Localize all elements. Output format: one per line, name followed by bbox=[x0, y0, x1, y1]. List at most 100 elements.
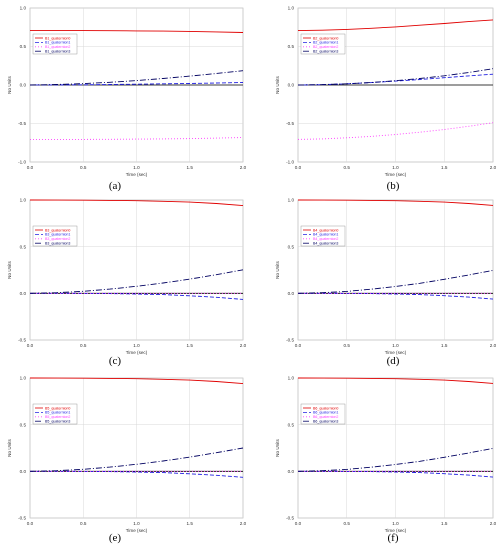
y-tick-label: -0.5 bbox=[286, 121, 294, 126]
legend-label: B3_quaternion2 bbox=[45, 237, 70, 241]
panel-label-d: (d) bbox=[386, 355, 400, 367]
y-axis-label: No Units bbox=[275, 75, 280, 93]
x-tick-label: 0.5 bbox=[80, 165, 87, 170]
legend-box bbox=[32, 403, 78, 425]
y-tick-label: 1.0 bbox=[20, 376, 27, 381]
legend-label: B3_quaternion1 bbox=[45, 233, 70, 237]
legend-label: B2_quaternion1 bbox=[313, 41, 338, 45]
y-tick-label: 0.5 bbox=[288, 44, 295, 49]
x-axis-label: Time (sec) bbox=[385, 528, 407, 533]
panel-label-f: (f) bbox=[387, 532, 399, 544]
series-line-B1_quaternion2 bbox=[30, 137, 244, 140]
panel-label-a: (a) bbox=[108, 180, 122, 192]
y-tick-label: 0.5 bbox=[20, 244, 27, 249]
y-axis-label: No Units bbox=[7, 260, 12, 278]
x-tick-label: 2.0 bbox=[490, 521, 497, 526]
y-tick-label: 0.0 bbox=[288, 469, 295, 474]
series-line-B2_quaternion0 bbox=[297, 19, 494, 32]
x-tick-label: 2.0 bbox=[240, 521, 247, 526]
x-tick-label: 1.5 bbox=[187, 521, 194, 526]
x-tick-label: 0.5 bbox=[344, 521, 351, 526]
x-tick-label: 1.5 bbox=[441, 343, 448, 348]
series-line-B1_quaternion3 bbox=[29, 70, 244, 86]
x-tick-label: 1.0 bbox=[392, 521, 399, 526]
legend-label: B4_quaternion3 bbox=[313, 242, 338, 246]
legend-label: B1_quaternion0 bbox=[45, 36, 70, 40]
y-tick-label: 0.0 bbox=[288, 291, 295, 296]
series-line-B1_quaternion0 bbox=[30, 30, 244, 33]
y-tick-label: -0.5 bbox=[286, 516, 294, 521]
y-tick-label: 1.0 bbox=[288, 376, 295, 381]
legend-box bbox=[32, 225, 78, 247]
y-tick-label: 0.5 bbox=[288, 244, 295, 249]
legend-label: B2_quaternion2 bbox=[313, 45, 338, 49]
legend-label: B5_quaternion3 bbox=[45, 420, 70, 424]
y-axis-label: No Units bbox=[275, 260, 280, 278]
x-tick-label: 1.0 bbox=[133, 343, 140, 348]
legend-box bbox=[32, 33, 78, 55]
legend-label: B1_quaternion3 bbox=[45, 50, 70, 54]
x-axis-label: Time (sec) bbox=[385, 172, 407, 177]
y-tick-label: -0.5 bbox=[18, 121, 26, 126]
legend-label: B5_quaternion1 bbox=[45, 411, 70, 415]
panel-2: 0.0 0.5 1.0 1.5 2.0 -1.0 -0.5 0.0 0.5 1.0 Time (se… bbox=[275, 6, 497, 177]
legend-label: B3_quaternion3 bbox=[45, 242, 70, 246]
y-tick-label: -1.0 bbox=[18, 160, 26, 165]
panel-label-c: (c) bbox=[108, 355, 122, 367]
y-tick-label: 0.5 bbox=[288, 422, 295, 427]
x-tick-label: 0.5 bbox=[80, 521, 87, 526]
y-tick-label: -0.5 bbox=[286, 338, 294, 343]
series-line-B3_quaternion1 bbox=[30, 292, 244, 300]
legend-label: B6_quaternion3 bbox=[313, 420, 338, 424]
legend-label: B1_quaternion1 bbox=[45, 41, 70, 45]
series-line-B4_quaternion1 bbox=[298, 292, 494, 300]
y-tick-label: -0.5 bbox=[18, 338, 26, 343]
legend-label: B4_quaternion1 bbox=[313, 233, 338, 237]
series-line-B4_quaternion0 bbox=[297, 199, 494, 206]
series-line-B5_quaternion1 bbox=[30, 470, 244, 478]
x-tick-label: 1.0 bbox=[133, 165, 140, 170]
y-tick-label: 1.0 bbox=[288, 198, 295, 203]
y-tick-label: 0.0 bbox=[20, 291, 27, 296]
x-tick-label: 0.0 bbox=[295, 343, 302, 348]
x-tick-label: 2.0 bbox=[240, 165, 247, 170]
x-axis-label: Time (sec) bbox=[385, 350, 407, 355]
series-line-B1_quaternion1 bbox=[29, 82, 244, 86]
legend-label: B6_quaternion1 bbox=[313, 411, 338, 415]
legend-label: B2_quaternion0 bbox=[313, 36, 338, 40]
panel-label-e: (e) bbox=[108, 532, 122, 544]
series-line-B5_quaternion3 bbox=[29, 447, 244, 472]
x-tick-label: 1.5 bbox=[187, 343, 194, 348]
legend-box bbox=[300, 225, 346, 247]
x-tick-label: 1.5 bbox=[441, 521, 448, 526]
legend-label: B6_quaternion0 bbox=[313, 406, 338, 410]
x-tick-label: 1.0 bbox=[133, 521, 140, 526]
x-tick-label: 0.0 bbox=[27, 343, 34, 348]
x-tick-label: 1.5 bbox=[441, 165, 448, 170]
y-axis-label: No Units bbox=[7, 75, 12, 93]
x-tick-label: 2.0 bbox=[490, 165, 497, 170]
y-tick-label: 0.0 bbox=[20, 469, 27, 474]
y-tick-label: -0.5 bbox=[18, 516, 26, 521]
legend-label: B3_quaternion0 bbox=[45, 228, 70, 232]
legend-label: B1_quaternion2 bbox=[45, 45, 70, 49]
x-tick-label: 1.0 bbox=[392, 343, 399, 348]
x-axis-label: Time (sec) bbox=[126, 172, 148, 177]
x-tick-label: 0.0 bbox=[295, 521, 302, 526]
y-tick-label: 1.0 bbox=[20, 198, 27, 203]
panel-1: 0.0 0.5 1.0 1.5 2.0 -1.0 -0.5 0.0 0.5 1.0 Time (se… bbox=[7, 6, 247, 177]
x-tick-label: 1.0 bbox=[392, 165, 399, 170]
x-tick-label: 1.5 bbox=[187, 165, 194, 170]
legend-label: B2_quaternion3 bbox=[313, 50, 338, 54]
legend-label: B6_quaternion2 bbox=[313, 415, 338, 419]
x-tick-label: 0.5 bbox=[344, 165, 351, 170]
legend-label: B4_quaternion0 bbox=[313, 228, 338, 232]
legend-label: B4_quaternion2 bbox=[313, 237, 338, 241]
series-line-B2_quaternion1 bbox=[297, 73, 494, 86]
